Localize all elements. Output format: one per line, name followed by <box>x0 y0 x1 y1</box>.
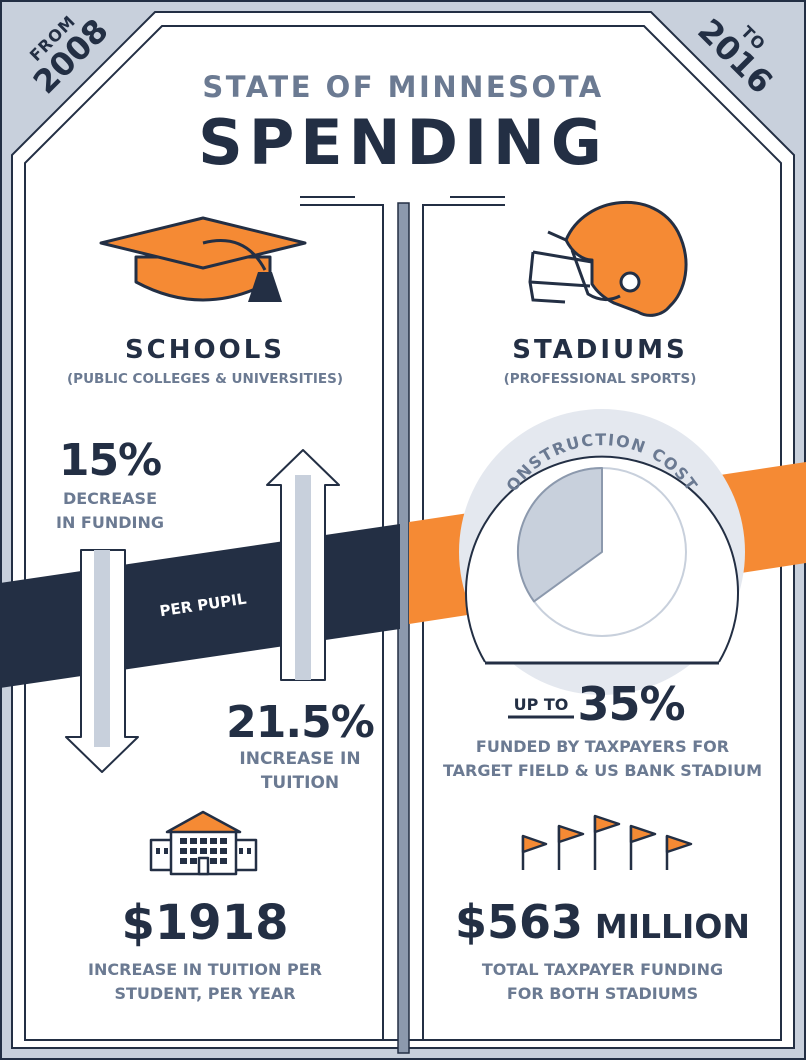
stadium-share-label-2: TARGET FIELD & US BANK STADIUM <box>442 761 763 780</box>
header-subtitle: STATE OF MINNESOTA <box>202 70 604 104</box>
stadiums-title: STADIUMS <box>512 335 688 365</box>
football-helmet-icon <box>528 200 688 317</box>
right-column-border <box>422 204 505 1040</box>
funding-label-1: DECREASE <box>62 489 158 508</box>
stadium-share-label-1: FUNDED BY TAXPAYERS FOR <box>475 737 730 756</box>
inner-outline <box>24 25 782 1041</box>
tuition-label-2: TUITION <box>260 773 340 793</box>
schools-title: SCHOOLS <box>124 335 286 365</box>
stadium-share-value: 35% <box>577 677 685 731</box>
stadium-total-label-1: TOTAL TAXPAYER FUNDING <box>481 960 724 979</box>
pennant-flags-icon <box>521 814 693 870</box>
page-title: SPENDING <box>198 106 608 179</box>
stadium-total-label-2: FOR BOTH STADIUMS <box>506 984 699 1003</box>
tuition-total-label-2: STUDENT, PER YEAR <box>114 984 296 1003</box>
up-to-label: UP TO <box>513 695 569 714</box>
stadiums-subtitle: (PROFESSIONAL SPORTS) <box>503 371 697 387</box>
funding-value: 15% <box>58 435 162 486</box>
tuition-total-value: $1918 <box>121 895 289 951</box>
stadium-total: $563 MILLION <box>430 895 775 949</box>
decrease-arrow <box>65 549 139 773</box>
left-column-border <box>300 204 384 1040</box>
graduation-cap-icon <box>99 216 307 302</box>
funding-label-2: IN FUNDING <box>56 513 164 532</box>
school-building-icon <box>149 810 258 876</box>
stadium-total-unit: MILLION <box>594 907 750 946</box>
increase-arrow <box>266 449 340 681</box>
schools-subtitle: (PUBLIC COLLEGES & UNIVERSITIES) <box>67 371 343 387</box>
tuition-total-label-1: INCREASE IN TUITION PER <box>88 960 322 979</box>
stadium-total-value: $563 <box>455 895 584 949</box>
pie-slice-taxpayers <box>516 467 603 603</box>
tuition-label-1: INCREASE IN <box>239 749 361 769</box>
tuition-value: 21.5% <box>226 697 375 748</box>
